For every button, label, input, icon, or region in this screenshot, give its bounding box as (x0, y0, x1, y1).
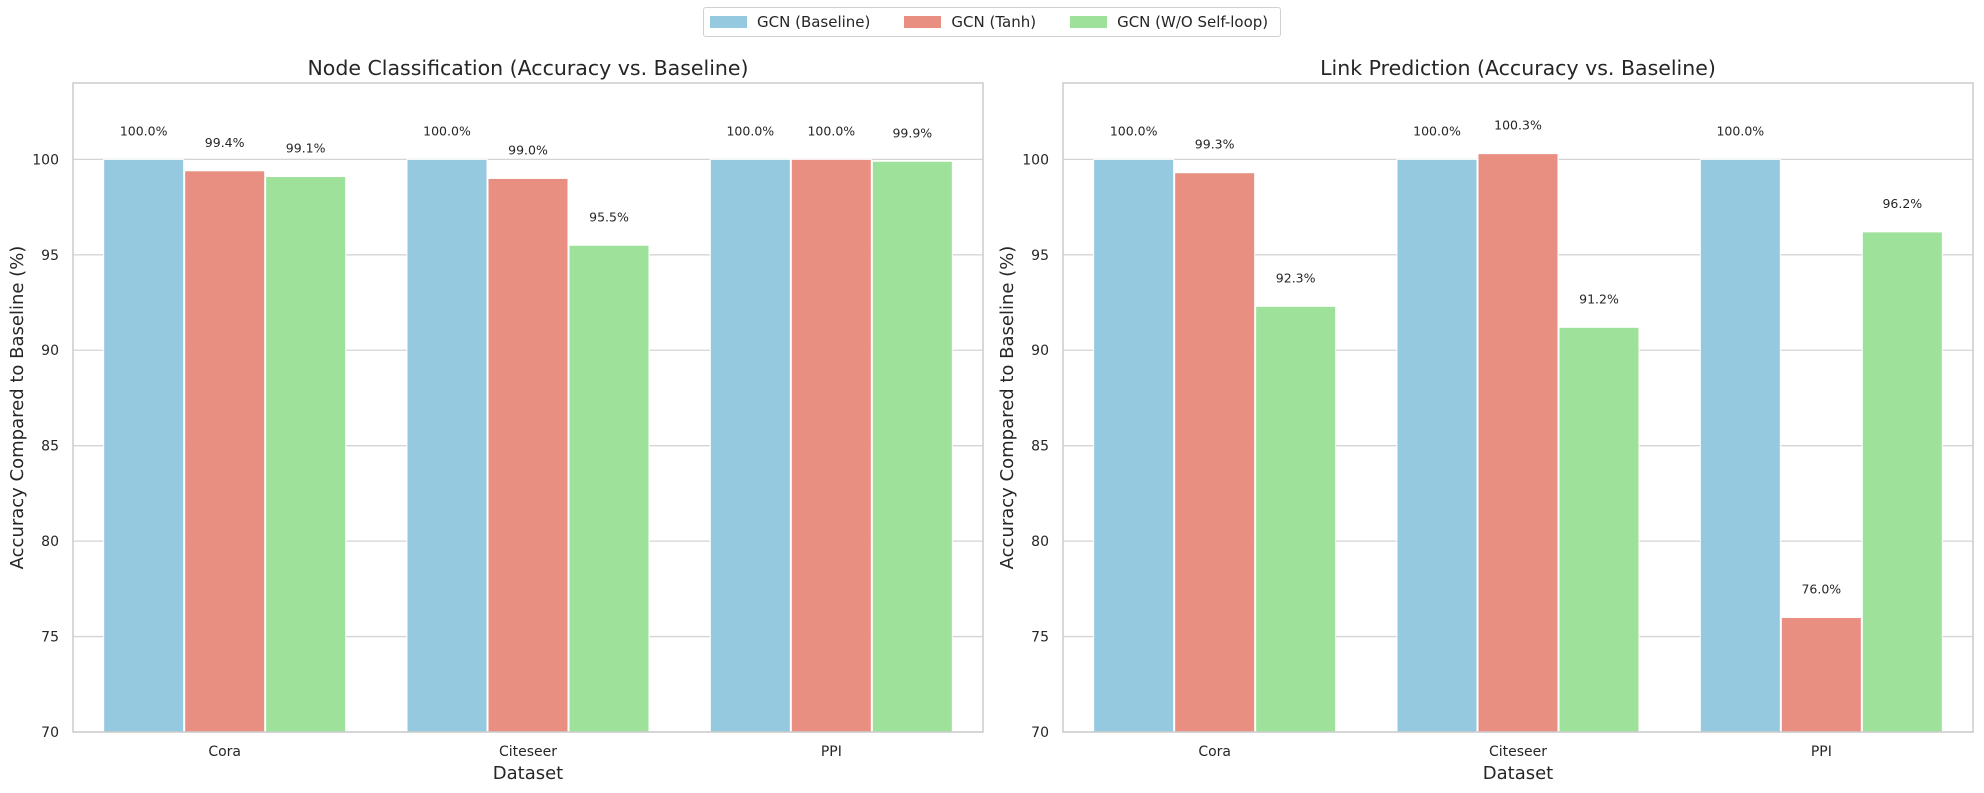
chart1-data-label: 100.0% (726, 123, 774, 138)
chart2-data-label: 96.2% (1882, 196, 1922, 211)
chart2-x-tick-label: Citeseer (1489, 744, 1547, 760)
chart2-bar (1699, 158, 1781, 733)
chart1-y-tick-label: 95 (41, 248, 59, 264)
chart1-x-axis-label: Dataset (493, 763, 564, 784)
chart1-x-tick-label: Citeseer (499, 744, 557, 760)
chart2-data-label: 92.3% (1276, 270, 1316, 285)
chart2-x-tick-label: PPI (1811, 744, 1832, 760)
chart2-data-label: 100.0% (1110, 123, 1158, 138)
legend-item-tanh: GCN (Tanh) (904, 13, 1036, 31)
chart1-data-label: 100.0% (807, 123, 855, 138)
chart1-bar (265, 176, 347, 733)
chart2-data-label: 100.3% (1494, 118, 1542, 133)
chart1-bar (871, 160, 953, 733)
chart2-bar (1861, 231, 1943, 733)
legend-label-tanh: GCN (Tanh) (951, 13, 1037, 31)
chart1-y-tick-label: 80 (41, 534, 59, 550)
chart2-data-label: 99.3% (1195, 137, 1235, 152)
chart1-y-tick-label: 75 (41, 630, 59, 646)
chart2-bar (1396, 158, 1478, 733)
legend-label-baseline: GCN (Baseline) (757, 13, 871, 31)
chart2-y-tick-label: 85 (1031, 439, 1049, 455)
chart1-bar (406, 158, 488, 733)
chart1-data-label: 100.0% (423, 123, 471, 138)
legend-swatch-baseline (710, 16, 747, 28)
chart2-bar (1174, 172, 1256, 733)
chart1-data-label: 95.5% (589, 209, 629, 224)
chart1-bar (487, 177, 569, 733)
chart2-plot-frame (1062, 82, 1974, 733)
chart1-x-tick-label: PPI (821, 744, 842, 760)
chart2-data-label: 91.2% (1579, 291, 1619, 306)
chart1-title: Node Classification (Accuracy vs. Baseli… (307, 56, 748, 80)
chart2-bar (1093, 158, 1175, 733)
chart-legend: GCN (Baseline) GCN (Tanh) GCN (W/O Self-… (703, 7, 1281, 37)
legend-swatch-tanh (904, 16, 942, 28)
chart1-y-tick-label: 100 (32, 152, 59, 168)
chart1-y-tick-label: 70 (41, 725, 59, 741)
chart2-y-tick-label: 70 (1031, 725, 1049, 741)
chart2-x-axis-label: Dataset (1483, 763, 1554, 784)
chart2-x-tick-label: Cora (1198, 744, 1231, 760)
chart1-y-tick-label: 90 (41, 343, 59, 359)
chart2-bar (1477, 153, 1559, 733)
chart1-y-axis-label: Accuracy Compared to Baseline (%) (7, 246, 28, 570)
legend-label-no-self-loop: GCN (W/O Self-loop) (1117, 13, 1269, 31)
chart2-data-label: 100.0% (1716, 123, 1764, 138)
chart1-bar (790, 158, 872, 733)
chart1-data-label: 99.9% (892, 125, 932, 140)
legend-item-baseline: GCN (Baseline) (710, 13, 870, 31)
chart1-bar (709, 158, 791, 733)
chart1-data-label: 100.0% (120, 123, 168, 138)
chart1-data-label: 99.0% (508, 142, 548, 157)
chart2-title: Link Prediction (Accuracy vs. Baseline) (1320, 56, 1716, 80)
chart1-bar (103, 158, 185, 733)
chart2-bar (1780, 616, 1862, 733)
chart2-y-tick-label: 95 (1031, 248, 1049, 264)
chart1-data-label: 99.1% (286, 141, 326, 156)
chart2-y-tick-label: 90 (1031, 343, 1049, 359)
chart2-data-label: 100.0% (1413, 123, 1461, 138)
legend-swatch-no-self-loop (1070, 16, 1108, 28)
chart2-bar (1255, 305, 1337, 733)
chart2-y-tick-label: 100 (1022, 152, 1049, 168)
chart1-bar (568, 244, 650, 733)
chart1-bar (184, 170, 266, 733)
chart1-x-tick-label: Cora (208, 744, 241, 760)
chart1-plot-frame (72, 82, 984, 733)
chart2-y-tick-label: 80 (1031, 534, 1049, 550)
chart2-y-axis-label: Accuracy Compared to Baseline (%) (997, 246, 1018, 570)
chart2-bar (1558, 326, 1640, 733)
chart1-y-tick-label: 85 (41, 439, 59, 455)
legend-item-no-self-loop: GCN (W/O Self-loop) (1070, 13, 1268, 31)
chart1-data-label: 99.4% (205, 135, 245, 150)
chart2-data-label: 76.0% (1801, 581, 1841, 596)
chart2-y-tick-label: 75 (1031, 630, 1049, 646)
